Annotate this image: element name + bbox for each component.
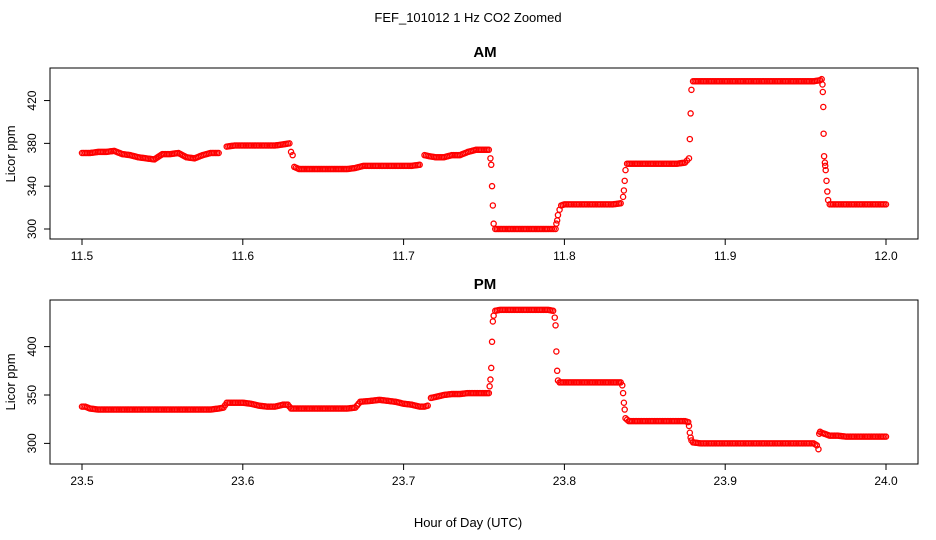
pm-data-point (813, 442, 821, 449)
am-data-point (819, 88, 827, 96)
am-data-point (287, 148, 295, 156)
am-data-point (822, 166, 829, 174)
pm-data-point (684, 418, 692, 426)
am-x-ticks: 11.5 11.6 11.7 11.8 11.9 12.0 (71, 239, 898, 263)
pm-x-tick-label: 23.5 (70, 474, 94, 488)
pm-x-ticks: 23.5 23.6 23.7 23.8 23.9 24.0 (70, 464, 898, 488)
pm-panel-title: PM (474, 276, 497, 293)
am-data-point (487, 155, 494, 162)
am-y-tick-label: 300 (25, 219, 39, 239)
am-x-tick-label: 11.6 (232, 249, 255, 263)
pm-y-tick-label: 350 (25, 385, 39, 405)
am-data-point (688, 86, 695, 94)
am-y-axis-label: Licor ppm (3, 125, 18, 182)
am-data-point (821, 159, 829, 166)
am-data-point (489, 202, 497, 209)
pm-x-tick-label: 24.0 (874, 474, 898, 488)
am-data-point (215, 149, 222, 157)
pm-data-point (619, 382, 626, 389)
am-data-point (818, 75, 825, 83)
pm-x-tick-label: 23.9 (714, 474, 738, 488)
am-data-point (882, 201, 890, 208)
am-data-point (619, 193, 627, 201)
am-x-tick-label: 12.0 (874, 249, 898, 263)
pm-data-point (488, 338, 496, 346)
pm-data-point (553, 348, 560, 355)
am-y-tick-label: 420 (25, 90, 39, 110)
am-data-point (621, 177, 628, 185)
am-data-point (485, 146, 493, 154)
pm-data-point (551, 314, 559, 321)
am-data-point (820, 130, 827, 137)
am-data-point (488, 182, 496, 190)
pm-x-tick-label: 23.6 (231, 474, 255, 488)
am-data-point (823, 177, 830, 185)
am-plot-frame (49, 67, 919, 240)
pm-data-point (487, 364, 495, 372)
am-data-point (685, 155, 693, 162)
am-data-point (487, 161, 495, 169)
pm-plot-frame (49, 299, 919, 465)
pm-x-tick-label: 23.8 (553, 474, 577, 488)
pm-data-point (485, 389, 493, 397)
am-data-point (416, 161, 423, 169)
am-x-tick-label: 11.9 (714, 249, 737, 263)
am-x-tick-label: 11.8 (553, 249, 576, 263)
pm-data-point (549, 307, 557, 315)
pm-data-point (424, 402, 431, 409)
am-data-point (819, 81, 826, 88)
am-data-point (821, 162, 829, 170)
pm-points (78, 306, 890, 453)
am-data-point (286, 140, 293, 147)
pm-y-axis-label: Licor ppm (3, 353, 18, 410)
am-data-point (553, 220, 560, 227)
am-x-tick-label: 11.5 (71, 249, 94, 263)
pm-data-point (685, 422, 693, 430)
pm-data-point (882, 433, 890, 440)
pm-data-point (552, 322, 559, 329)
pm-data-point (815, 445, 822, 453)
am-x-tick-label: 11.7 (392, 249, 415, 263)
am-data-point (553, 217, 561, 224)
am-data-point (554, 211, 562, 219)
am-data-point (820, 152, 828, 160)
am-data-point (686, 135, 694, 143)
pm-data-point (489, 318, 497, 325)
am-panel: AM Licor ppm 11.5 11.6 11.7 11.8 11.9 12.0 30… (3, 44, 919, 263)
pm-data-point (621, 406, 628, 413)
pm-panel: PM Licor ppm 23.5 23.6 23.7 23.8 23.9 24.0 30… (3, 276, 919, 488)
pm-data-point (486, 383, 493, 390)
am-data-point (824, 188, 831, 195)
pm-y-ticks: 300 350 400 (25, 336, 50, 453)
am-y-tick-label: 380 (25, 133, 39, 153)
am-y-tick-label: 340 (25, 176, 39, 196)
am-data-point (687, 110, 694, 117)
pm-data-point (487, 376, 494, 383)
pm-data-point (620, 399, 628, 406)
am-data-point (289, 151, 296, 159)
pm-y-tick-label: 400 (25, 336, 39, 356)
pm-data-point (619, 389, 627, 397)
x-axis-label: Hour of Day (UTC) (414, 515, 522, 530)
figure-title: FEF_101012 1 Hz CO2 Zoomed (374, 10, 561, 25)
am-data-point (490, 220, 497, 227)
am-data-point (820, 103, 827, 111)
pm-y-tick-label: 300 (25, 433, 39, 453)
pm-data-point (553, 367, 561, 375)
pm-x-tick-label: 23.7 (392, 474, 416, 488)
am-data-point (620, 187, 628, 194)
am-data-point (622, 166, 629, 174)
am-y-ticks: 300 340 380 420 (25, 90, 50, 239)
am-data-point (617, 200, 624, 207)
am-panel-title: AM (473, 44, 496, 61)
pm-data-point (687, 434, 694, 441)
am-points (78, 75, 890, 233)
